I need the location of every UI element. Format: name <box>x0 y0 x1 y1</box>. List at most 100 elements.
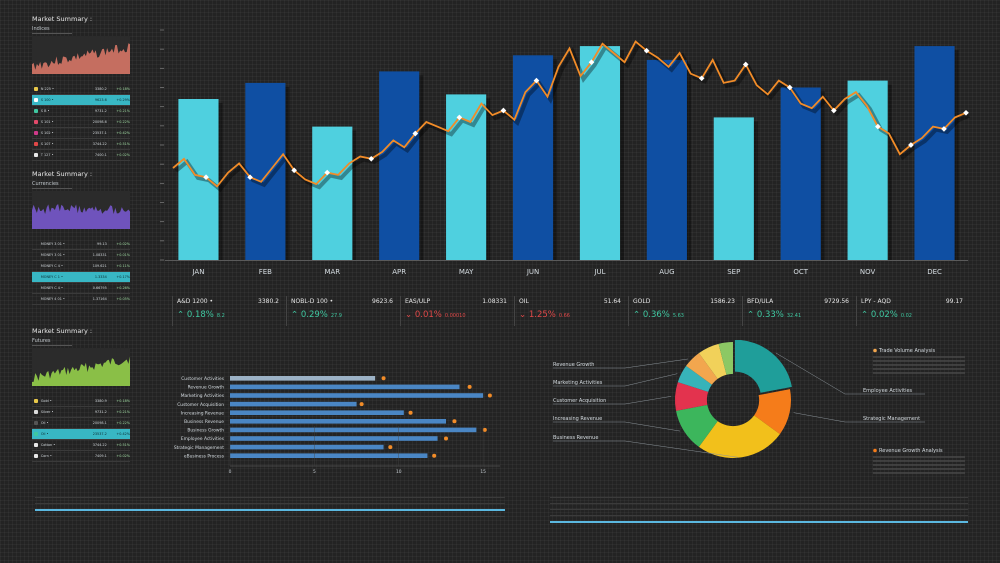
donut-slice <box>734 340 792 393</box>
x-tick-label: DEC <box>927 268 942 276</box>
donut-leader-line <box>553 396 672 405</box>
row-color-dot <box>34 120 38 124</box>
ticker-change: ⌃ 0.36% 5.63 <box>633 310 684 320</box>
panel-row: MONEY C 4 • 109.621 +0.11% <box>32 261 130 272</box>
hbar <box>230 453 428 458</box>
row-change: +0.26% <box>116 286 130 290</box>
row-value: 9731.2 <box>94 109 107 113</box>
row-name: Oil • <box>40 432 49 436</box>
donut-leader-line <box>553 373 678 387</box>
line-point-marker <box>588 59 595 66</box>
bar <box>178 99 219 260</box>
hbar-label: Business Revenue <box>184 419 224 425</box>
donut-leader-line <box>553 358 689 369</box>
hbar <box>230 376 376 381</box>
ticker-item: NOBL-D 100 • 9623.6 ⌃ 0.29% 27.9 <box>286 296 399 326</box>
row-name: MONEY C 4 • <box>40 286 63 290</box>
row-value: 9623.6 <box>94 98 107 102</box>
panel-title: Market Summary : <box>32 15 93 23</box>
x-tick-label: JUN <box>526 268 539 276</box>
ticker-name: NOBL-D 100 • <box>291 298 334 305</box>
ticker-change-value: 0.33% <box>756 310 784 320</box>
line-point-marker <box>908 142 914 148</box>
hbar-marker <box>467 384 472 389</box>
ticker-name: BFD/ULA <box>747 298 774 305</box>
row-value: 3744.22 <box>92 142 107 146</box>
hbar-label: Employee Activities <box>181 436 225 442</box>
ticker-change: ⌃ 0.29% 27.9 <box>291 310 342 320</box>
row-change: +0.05% <box>116 297 130 301</box>
ticker-price: 9623.6 <box>372 298 393 305</box>
row-name: S B • <box>40 109 50 113</box>
panel-row: Oil • 20098.1 +0.22% <box>32 418 130 429</box>
ticker-item: EAS/ULP 1.08331 ⌄ 0.01% 0.00010 <box>400 296 513 326</box>
ticker-arrow-icon: ⌃ <box>747 310 757 320</box>
bar <box>512 55 554 260</box>
line-point-marker <box>247 174 253 181</box>
line-point-marker <box>698 75 705 82</box>
horizontal-bar-chart: Customer Activities Revenue Growth Marketi… <box>174 376 500 475</box>
row-value: 9731.2 <box>94 410 107 414</box>
hbar <box>230 419 446 424</box>
panel-row: MONEY C 1 • 1.3334 +0.17% <box>32 272 130 283</box>
ticker-price: 51.64 <box>603 298 621 305</box>
row-change: +0.18% <box>116 399 130 403</box>
donut-label: Employee Activities <box>863 388 913 394</box>
row-value: 20098.1 <box>92 421 107 425</box>
row-name: N 225 • <box>40 87 55 91</box>
panel-row: Gold • 3380.9 +0.18% <box>32 396 130 407</box>
hbar-label: Strategic Management <box>174 445 224 451</box>
row-change: +0.01% <box>116 253 130 257</box>
row-change: +0.17% <box>116 275 130 279</box>
hbar-tick-label: 5 <box>313 469 316 475</box>
legend-dot <box>873 348 877 353</box>
donut-label: Customer Acquisition <box>553 398 606 404</box>
row-value: 109.621 <box>92 264 107 268</box>
panel-row: S 101 • 20098.6 +0.22% <box>32 117 130 128</box>
mini-area-chart <box>32 191 130 229</box>
hbar-tick-label: 15 <box>480 469 486 475</box>
hbar <box>230 427 477 433</box>
ticker-item: LPY - AQD 99.17 ⌃ 0.02% 0.02 <box>856 296 969 326</box>
row-change: +0.11% <box>116 264 130 268</box>
line-point-marker <box>412 130 419 137</box>
donut-leader-line <box>793 412 925 423</box>
ticker-price: 1586.23 <box>710 298 735 305</box>
market-panel: Market Summary : Indices N 225 • 3380.2 +0.1… <box>32 15 130 161</box>
row-value: 3380.9 <box>94 399 107 403</box>
ticker-change: ⌃ 0.33% 32.41 <box>747 310 801 320</box>
mini-area-chart <box>32 36 130 74</box>
ticker-change-sub: 0.66 <box>558 313 570 319</box>
donut-label: Strategic Management <box>863 416 920 422</box>
ticker-name: LPY - AQD <box>861 298 891 305</box>
row-name: S 100 • <box>40 98 54 102</box>
row-value: 23537.1 <box>92 131 107 135</box>
ticker-change-sub: 0.02 <box>900 313 912 319</box>
ticker-arrow-icon: ⌃ <box>633 310 643 320</box>
x-tick-label: APR <box>392 268 406 276</box>
panel-row: Corn • 7409.1 +0.02% <box>32 451 130 462</box>
line-point-marker <box>643 47 650 54</box>
ticker-change: ⌃ 0.02% 0.02 <box>861 310 912 320</box>
legend-dot <box>873 448 877 453</box>
mini-area-chart <box>32 348 130 386</box>
row-value: 99.13 <box>97 242 107 246</box>
hbar-marker <box>388 445 393 450</box>
ticker-arrow-icon: ⌃ <box>861 310 871 320</box>
donut-label: Business Revenue <box>553 435 598 441</box>
donut-slice <box>718 342 733 375</box>
ticker-arrow-icon: ⌃ <box>177 310 187 320</box>
ticker-item: A&D 1200 • 3380.2 ⌃ 0.18% 8.2 <box>172 296 285 326</box>
row-name: S 107 • <box>40 142 54 146</box>
main-combo-chart: JAN FEB MAR APR MAY JUN JUL AUG SEP OCT NOV DEC <box>160 29 970 276</box>
line-point-marker <box>941 126 947 132</box>
hbar <box>230 444 384 450</box>
line-shadow <box>174 41 970 193</box>
hbar-marker <box>408 410 413 415</box>
hbar <box>230 436 438 441</box>
row-value: 3744.22 <box>92 443 107 447</box>
mini-area <box>32 356 130 386</box>
row-color-dot <box>34 432 38 436</box>
hbar-tick-label: 10 <box>396 469 402 475</box>
row-value: 1.08331 <box>92 253 107 257</box>
